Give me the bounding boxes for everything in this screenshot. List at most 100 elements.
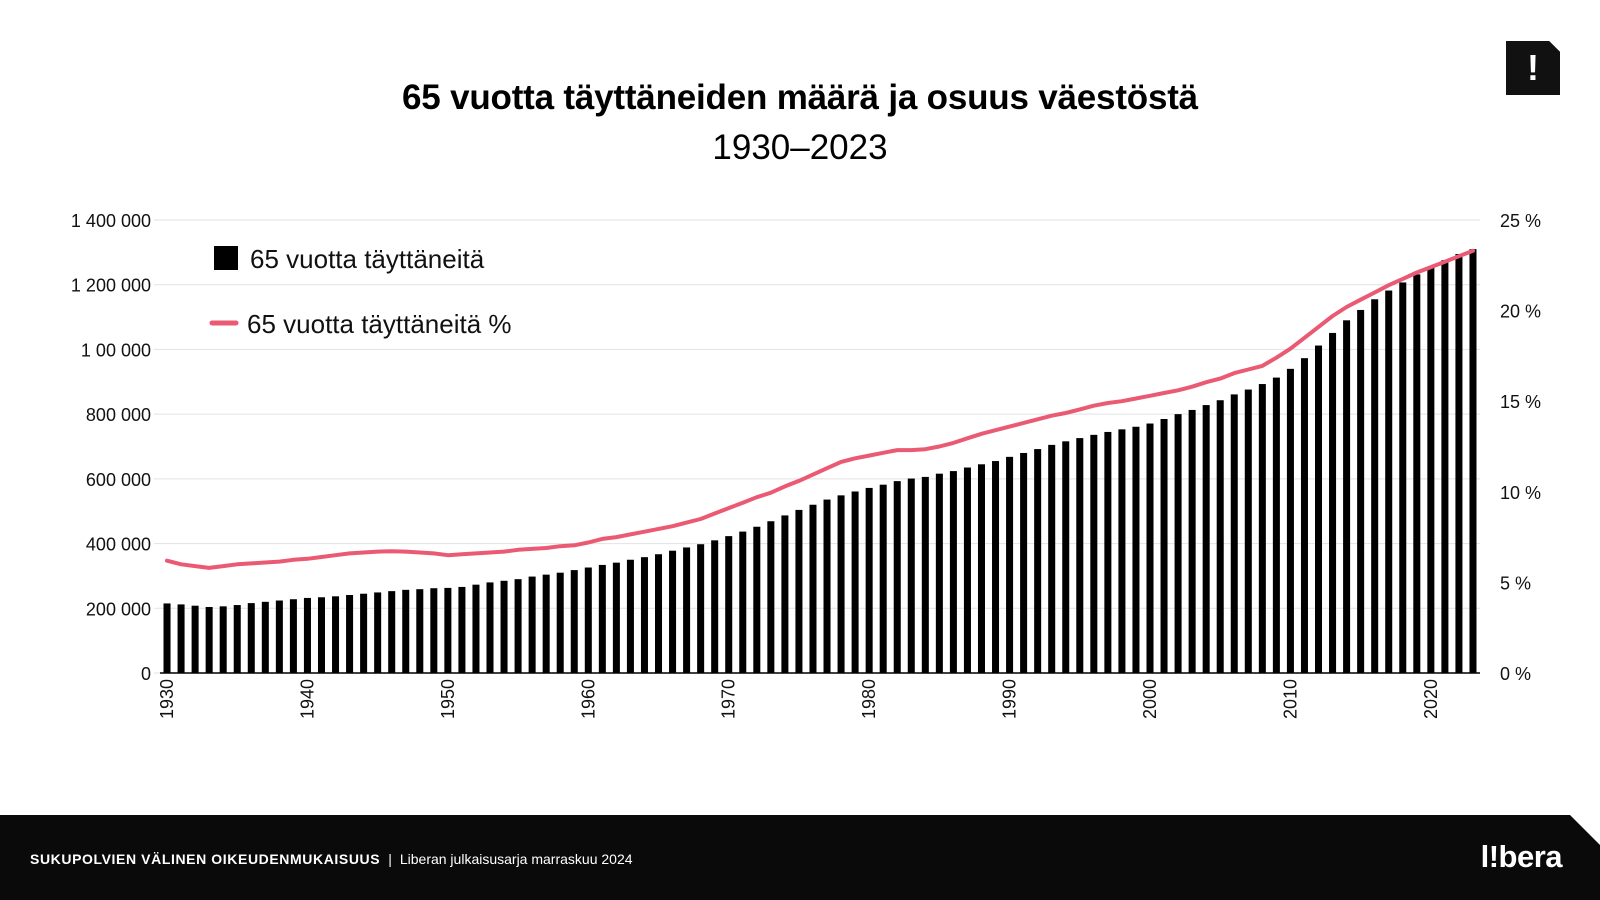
bar <box>1230 394 1238 673</box>
bar <box>570 570 578 673</box>
bar <box>1174 414 1182 673</box>
y-left-tick-label: 800 000 <box>86 405 151 425</box>
bar <box>1216 400 1224 673</box>
bar <box>612 562 620 673</box>
bar <box>697 544 705 673</box>
bar <box>332 596 340 673</box>
y-left-tick-label: 1 200 000 <box>71 276 151 296</box>
bar <box>1034 449 1042 673</box>
x-tick-label: 1940 <box>297 679 317 719</box>
bar <box>1020 452 1028 673</box>
y-left-tick-label: 1 400 000 <box>71 211 151 231</box>
bar <box>963 467 971 673</box>
bar <box>1160 418 1168 673</box>
bar <box>1146 423 1154 673</box>
bar <box>1076 438 1084 673</box>
bar <box>1188 409 1196 673</box>
x-tick-label: 2020 <box>1421 679 1441 719</box>
bar <box>1244 389 1252 673</box>
line-series <box>165 248 1475 570</box>
chart-subtitle: 1930–2023 <box>712 128 888 167</box>
x-tick-label: 1970 <box>719 679 739 719</box>
bar <box>669 550 677 673</box>
bar <box>219 606 227 673</box>
y-right-tick-label: 20 % <box>1500 302 1541 322</box>
bar <box>1399 282 1407 673</box>
bar <box>1300 358 1308 673</box>
bar <box>261 601 269 673</box>
bar <box>598 564 606 673</box>
legend-label-count: 65 vuotta täyttäneitä <box>250 244 485 274</box>
y-right-tick-label: 10 % <box>1500 483 1541 503</box>
footer-separator: | <box>388 851 392 867</box>
footer-publication: Liberan julkaisusarja marraskuu 2024 <box>399 851 633 867</box>
bar <box>584 567 592 673</box>
y-left-tick-label: 0 <box>141 664 151 684</box>
bar <box>683 547 691 673</box>
bar <box>430 588 438 673</box>
y-right-tick-label: 0 % <box>1500 664 1531 684</box>
bar <box>823 499 831 673</box>
y-left-tick-label: 400 000 <box>86 535 151 555</box>
bar <box>542 574 550 673</box>
bar <box>247 603 255 673</box>
bar <box>725 536 733 673</box>
bar <box>1062 441 1070 673</box>
bar <box>528 576 536 673</box>
bar <box>1006 456 1014 673</box>
legend: 65 vuotta täyttäneitä 65 vuotta täyttänei… <box>209 244 512 339</box>
bar <box>1202 405 1210 673</box>
bar <box>556 572 564 673</box>
bar <box>935 473 943 673</box>
x-tick-label: 1930 <box>157 679 177 719</box>
bar <box>486 582 494 673</box>
bar <box>879 484 887 673</box>
bar <box>388 591 396 673</box>
bar <box>472 584 480 673</box>
footer-text: SUKUPOLVIEN VÄLINEN OIKEUDENMUKAISUUS | Li… <box>30 851 633 867</box>
bar <box>1118 429 1126 673</box>
chart-title: 65 vuotta täyttäneiden määrä ja osuus vä… <box>402 78 1198 117</box>
axes: 0 200 000 400 000 600 000 800 000 1 00 000 1 2… <box>71 211 1541 719</box>
bar <box>893 481 901 673</box>
bar <box>1258 384 1266 673</box>
bar <box>1132 426 1140 673</box>
bar <box>346 595 354 673</box>
y-left-tick-label: 600 000 <box>86 470 151 490</box>
bar <box>360 593 368 673</box>
bar <box>837 495 845 673</box>
bar <box>303 597 311 673</box>
x-tick-label: 1990 <box>1000 679 1020 719</box>
footer-series-name: SUKUPOLVIEN VÄLINEN OIKEUDENMUKAISUUS <box>30 851 381 867</box>
y-right-tick-label: 15 % <box>1500 392 1541 412</box>
bar <box>1441 260 1449 673</box>
libera-logo: l!bera <box>1480 839 1563 874</box>
bar <box>1329 332 1337 673</box>
chart-plot: 0 200 000 400 000 600 000 800 000 1 00 000 1 2… <box>71 211 1541 719</box>
x-tick-label: 1980 <box>859 679 879 719</box>
bar <box>1385 290 1393 673</box>
bar <box>289 599 297 673</box>
bar <box>1090 434 1098 673</box>
bar <box>907 478 915 673</box>
bar <box>1272 377 1280 673</box>
y-right-tick-label: 25 % <box>1500 211 1541 231</box>
bar <box>977 464 985 673</box>
bar <box>317 597 325 673</box>
x-tick-label: 2010 <box>1280 679 1300 719</box>
bar <box>1455 253 1463 673</box>
legend-swatch-bar <box>214 246 238 270</box>
bar <box>402 589 410 673</box>
bar <box>795 509 803 673</box>
bar <box>949 471 957 673</box>
x-tick-label: 2000 <box>1140 679 1160 719</box>
bar <box>992 461 1000 673</box>
bar <box>711 540 719 673</box>
bar <box>640 557 648 673</box>
x-tick-label: 1950 <box>438 679 458 719</box>
bar <box>921 476 929 673</box>
bar <box>1427 266 1435 673</box>
bar <box>753 526 761 673</box>
bar <box>191 605 199 673</box>
y-left-tick-label: 1 00 000 <box>81 340 151 360</box>
